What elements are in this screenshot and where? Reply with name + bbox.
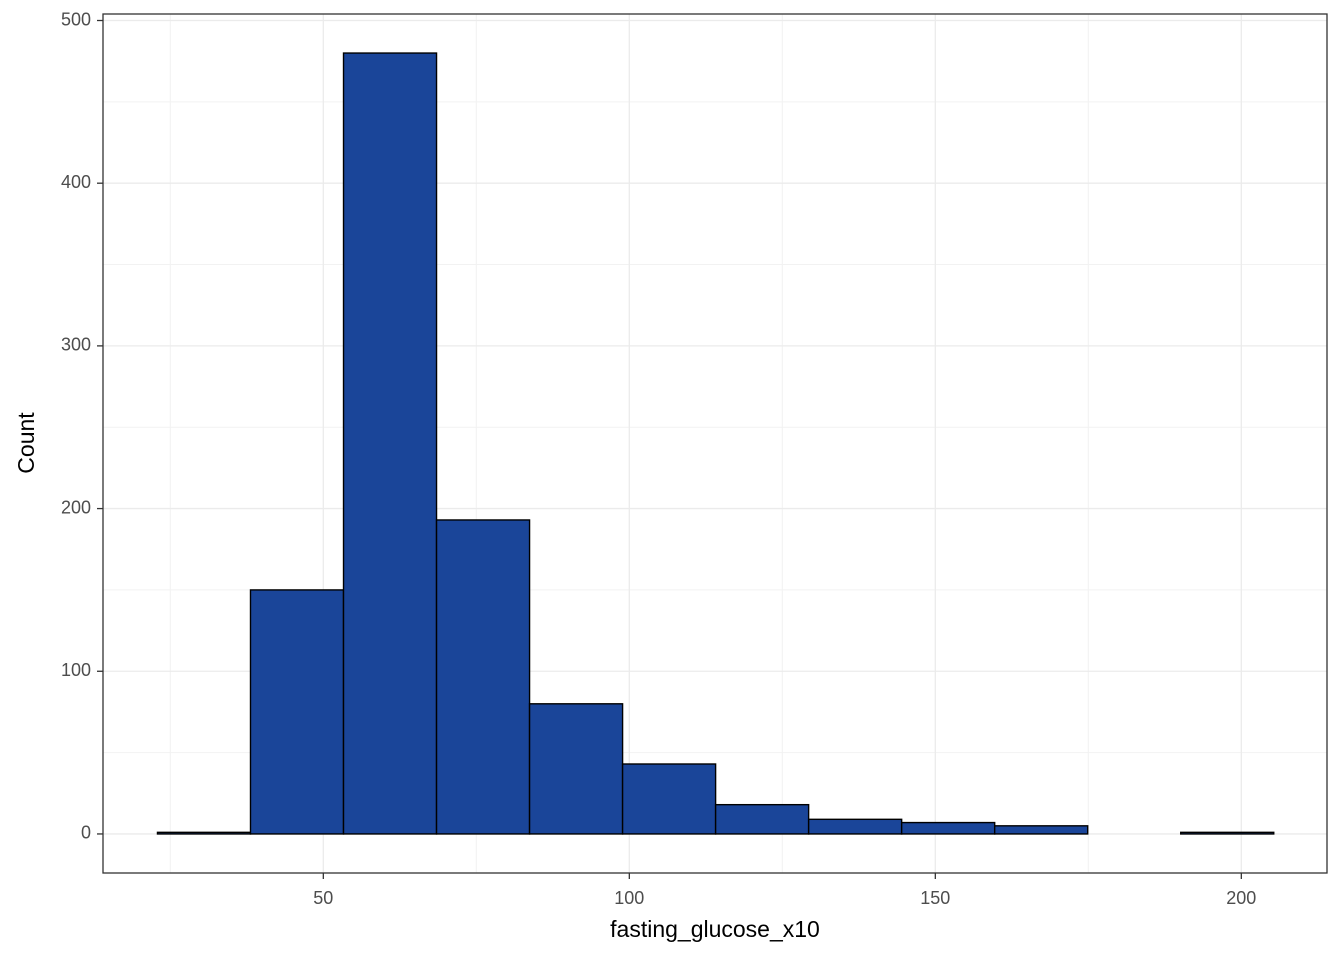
bar	[900, 821, 996, 835]
bar	[1180, 831, 1275, 835]
x-tick-label: 150	[920, 888, 950, 908]
ticks: 50 100 150 200 0 100 200 300 400 500	[61, 9, 1256, 907]
bar	[342, 52, 438, 835]
bar	[528, 703, 624, 835]
x-axis-title: fasting_glucose_x10	[610, 916, 820, 942]
y-tick-label: 500	[61, 9, 91, 29]
y-tick-label: 0	[81, 823, 91, 843]
bar	[156, 831, 252, 835]
y-tick-label: 400	[61, 172, 91, 192]
y-tick-label: 200	[61, 497, 91, 517]
bars	[156, 52, 1275, 835]
bar	[435, 519, 531, 835]
bar	[714, 803, 810, 835]
y-tick-label: 300	[61, 335, 91, 355]
x-tick-label: 50	[313, 888, 333, 908]
bar	[807, 818, 903, 835]
bar	[249, 589, 345, 835]
y-axis-title: Count	[13, 412, 39, 474]
panel-border	[102, 13, 1328, 874]
x-tick-label: 100	[614, 888, 644, 908]
bar	[621, 763, 717, 835]
bar	[993, 825, 1089, 835]
x-tick-label: 200	[1226, 888, 1256, 908]
y-tick-label: 100	[61, 660, 91, 680]
